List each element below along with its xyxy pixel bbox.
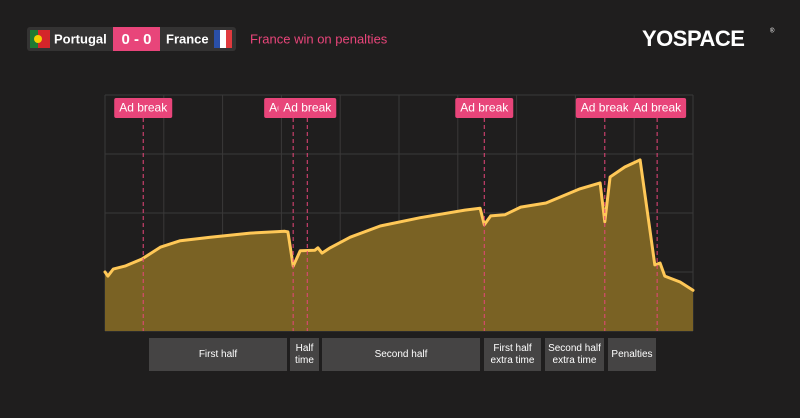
ad-break-badge — [575, 98, 634, 118]
score: 0 - 0 — [121, 31, 151, 48]
phase-box — [608, 338, 656, 371]
phase-label: Second half — [375, 349, 428, 360]
phase-label: Half — [296, 343, 314, 354]
phase-box — [322, 338, 480, 371]
phase-label: extra time — [491, 355, 535, 366]
score-box — [113, 27, 160, 51]
result: France win on penalties — [250, 31, 388, 46]
logo: YOSPACE — [642, 26, 744, 51]
ad-break-label: Ad break — [633, 101, 682, 115]
phase-label: time — [295, 355, 314, 366]
ad-break-label: Ad break — [119, 101, 168, 115]
ad-break-badge — [628, 98, 687, 118]
ad-break-badge — [278, 98, 337, 118]
france-flag — [214, 30, 232, 48]
area-fill — [105, 159, 693, 331]
away-team: France — [166, 31, 209, 46]
area-line — [103, 158, 695, 292]
ad-break-label: Ad break — [581, 101, 630, 115]
phase-box — [149, 338, 287, 371]
ad-break-label: Ad break — [283, 101, 332, 115]
ad-break-badge — [455, 98, 514, 118]
logo-mark: ® — [770, 28, 775, 35]
home-team: Portugal — [54, 31, 107, 46]
phase-box — [290, 338, 319, 371]
ad-break-label: Ad break — [460, 101, 509, 115]
portugal-flag — [30, 30, 50, 48]
phase-label: Second half — [548, 343, 601, 354]
phase-box — [484, 338, 541, 371]
phase-box — [545, 338, 604, 371]
phase-label: First half — [199, 349, 238, 360]
ad-break-badge — [114, 98, 173, 118]
phase-label: First half — [493, 343, 532, 354]
phase-label: Penalties — [611, 349, 652, 360]
phase-label: extra time — [553, 355, 597, 366]
